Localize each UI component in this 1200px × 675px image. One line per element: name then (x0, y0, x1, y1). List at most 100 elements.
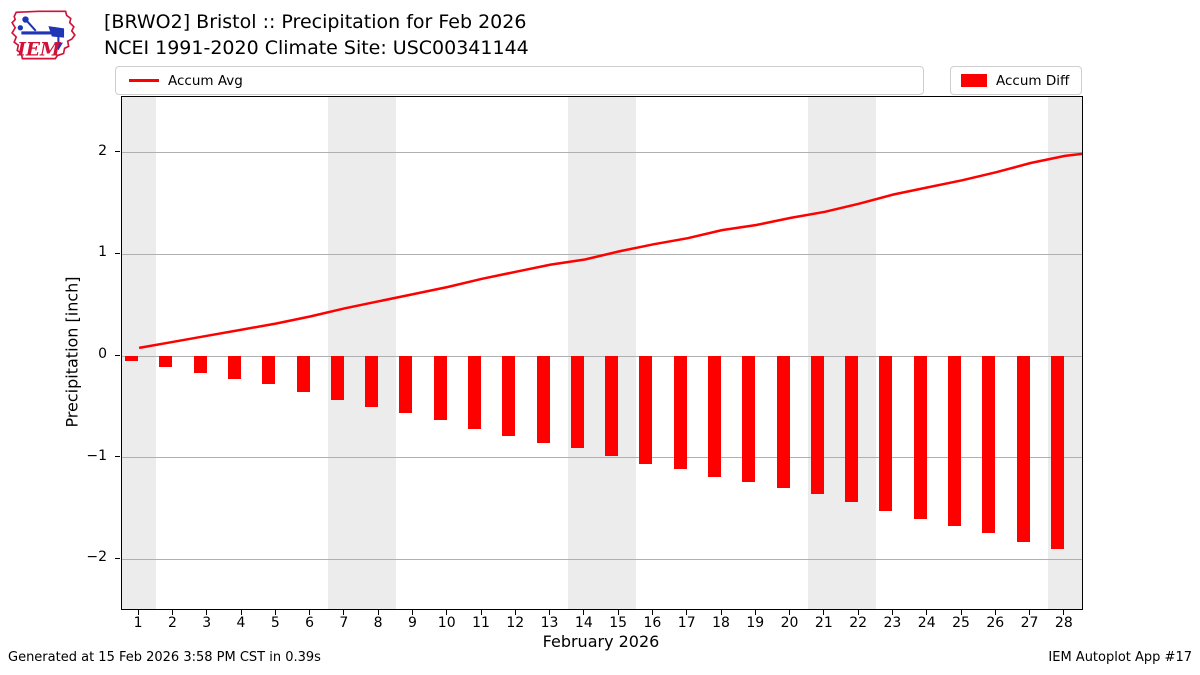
accum-diff-bar (228, 356, 241, 380)
x-tick-label: 7 (339, 615, 349, 631)
legend-accum-avg-label: Accum Avg (168, 72, 243, 89)
x-tick (274, 610, 276, 615)
y-tick-label: 1 (98, 244, 107, 261)
x-tick-label: 25 (952, 615, 970, 631)
x-tick (789, 610, 791, 615)
x-tick (137, 610, 139, 615)
x-tick-label: 11 (472, 615, 490, 631)
x-tick-label: 4 (236, 615, 246, 631)
x-tick (617, 610, 619, 615)
iem-logo-graphic: IEM (11, 10, 76, 61)
x-axis-label: February 2026 (542, 632, 660, 651)
accum-avg-line-swatch (129, 79, 159, 82)
generated-timestamp: Generated at 15 Feb 2026 3:58 PM CST in … (8, 650, 321, 665)
accum-diff-bar-swatch (961, 74, 987, 87)
accum-diff-bar (536, 356, 550, 444)
x-tick-label: 20 (780, 615, 799, 631)
x-tick (514, 610, 516, 615)
weekend-band (807, 97, 877, 609)
x-tick (994, 610, 996, 615)
accum-diff-bar (776, 356, 790, 489)
x-tick-label: 1 (133, 615, 143, 631)
x-tick-label: 18 (712, 615, 730, 631)
x-tick (857, 610, 859, 615)
page-title: [BRWO2] Bristol :: Precipitation for Feb… (104, 11, 527, 33)
accum-diff-bar (1050, 356, 1064, 550)
x-tick-label: 27 (1020, 615, 1039, 631)
x-tick (411, 610, 413, 615)
accum-diff-bar (262, 356, 276, 385)
accum-diff-bar (159, 356, 173, 368)
iem-logo: IEM (8, 7, 80, 65)
accum-diff-bar (879, 356, 893, 512)
accum-avg-line (138, 152, 1082, 350)
accum-diff-bar (502, 356, 516, 437)
x-tick (823, 610, 825, 615)
x-tick-label: 17 (677, 615, 696, 631)
accum-diff-bar (330, 356, 344, 400)
x-tick (720, 610, 722, 615)
x-tick (583, 610, 585, 615)
x-tick (171, 610, 173, 615)
y-tick (115, 354, 120, 356)
accum-diff-bar (468, 356, 481, 430)
x-tick-label: 16 (643, 615, 662, 631)
accum-diff-bar (639, 356, 653, 464)
x-tick-label: 5 (270, 615, 280, 631)
x-tick-label: 21 (814, 615, 833, 631)
x-tick (1029, 610, 1031, 615)
accum-diff-bar (570, 356, 584, 449)
accum-diff-bar (948, 356, 961, 526)
y-axis-label: Precipitation [inch] (62, 276, 82, 428)
y-tick (115, 151, 120, 153)
x-tick (754, 610, 756, 615)
weekend-band (327, 97, 397, 609)
x-tick-label: 10 (437, 615, 456, 631)
page-subtitle: NCEI 1991-2020 Climate Site: USC00341144 (104, 37, 529, 59)
x-tick (309, 610, 311, 615)
legend-accum-diff: Accum Diff (950, 66, 1082, 95)
x-tick-label: 26 (986, 615, 1005, 631)
plot-area (121, 96, 1083, 610)
y-tick (115, 456, 120, 458)
x-tick-label: 15 (609, 615, 628, 631)
x-tick-label: 6 (305, 615, 315, 631)
x-tick (891, 610, 893, 615)
iem-logo-text: IEM (16, 40, 61, 61)
x-tick-label: 23 (883, 615, 902, 631)
accum-diff-bar (982, 356, 996, 533)
x-tick-label: 28 (1054, 615, 1073, 631)
x-tick (480, 610, 482, 615)
gridline (122, 152, 1082, 154)
y-tick-label: −1 (86, 447, 107, 464)
legend-accum-avg: Accum Avg (115, 66, 924, 95)
x-tick-label: 8 (373, 615, 383, 631)
legend-accum-diff-label: Accum Diff (996, 72, 1070, 89)
x-tick-label: 13 (540, 615, 559, 631)
x-tick (960, 610, 962, 615)
x-tick (651, 610, 653, 615)
x-tick (206, 610, 208, 615)
accum-diff-bar (605, 356, 619, 456)
x-tick (377, 610, 379, 615)
accum-diff-bar (913, 356, 927, 519)
accum-diff-bar (673, 356, 687, 469)
y-tick-label: −2 (86, 549, 107, 566)
x-tick (686, 610, 688, 615)
y-tick (115, 252, 120, 254)
accum-diff-bar (810, 356, 824, 495)
app-credit: IEM Autoplot App #17 (1048, 650, 1192, 665)
accum-diff-bar (296, 356, 310, 392)
weathervane-icon (17, 16, 65, 51)
x-tick-label: 19 (746, 615, 765, 631)
x-tick-label: 22 (849, 615, 868, 631)
accum-diff-bar (193, 356, 207, 374)
weekend-band (567, 97, 637, 609)
x-tick-label: 9 (407, 615, 417, 631)
x-tick-label: 14 (574, 615, 593, 631)
accum-diff-bar (1016, 356, 1030, 542)
x-tick (240, 610, 242, 615)
accum-diff-bar (365, 356, 379, 407)
x-tick (926, 610, 928, 615)
